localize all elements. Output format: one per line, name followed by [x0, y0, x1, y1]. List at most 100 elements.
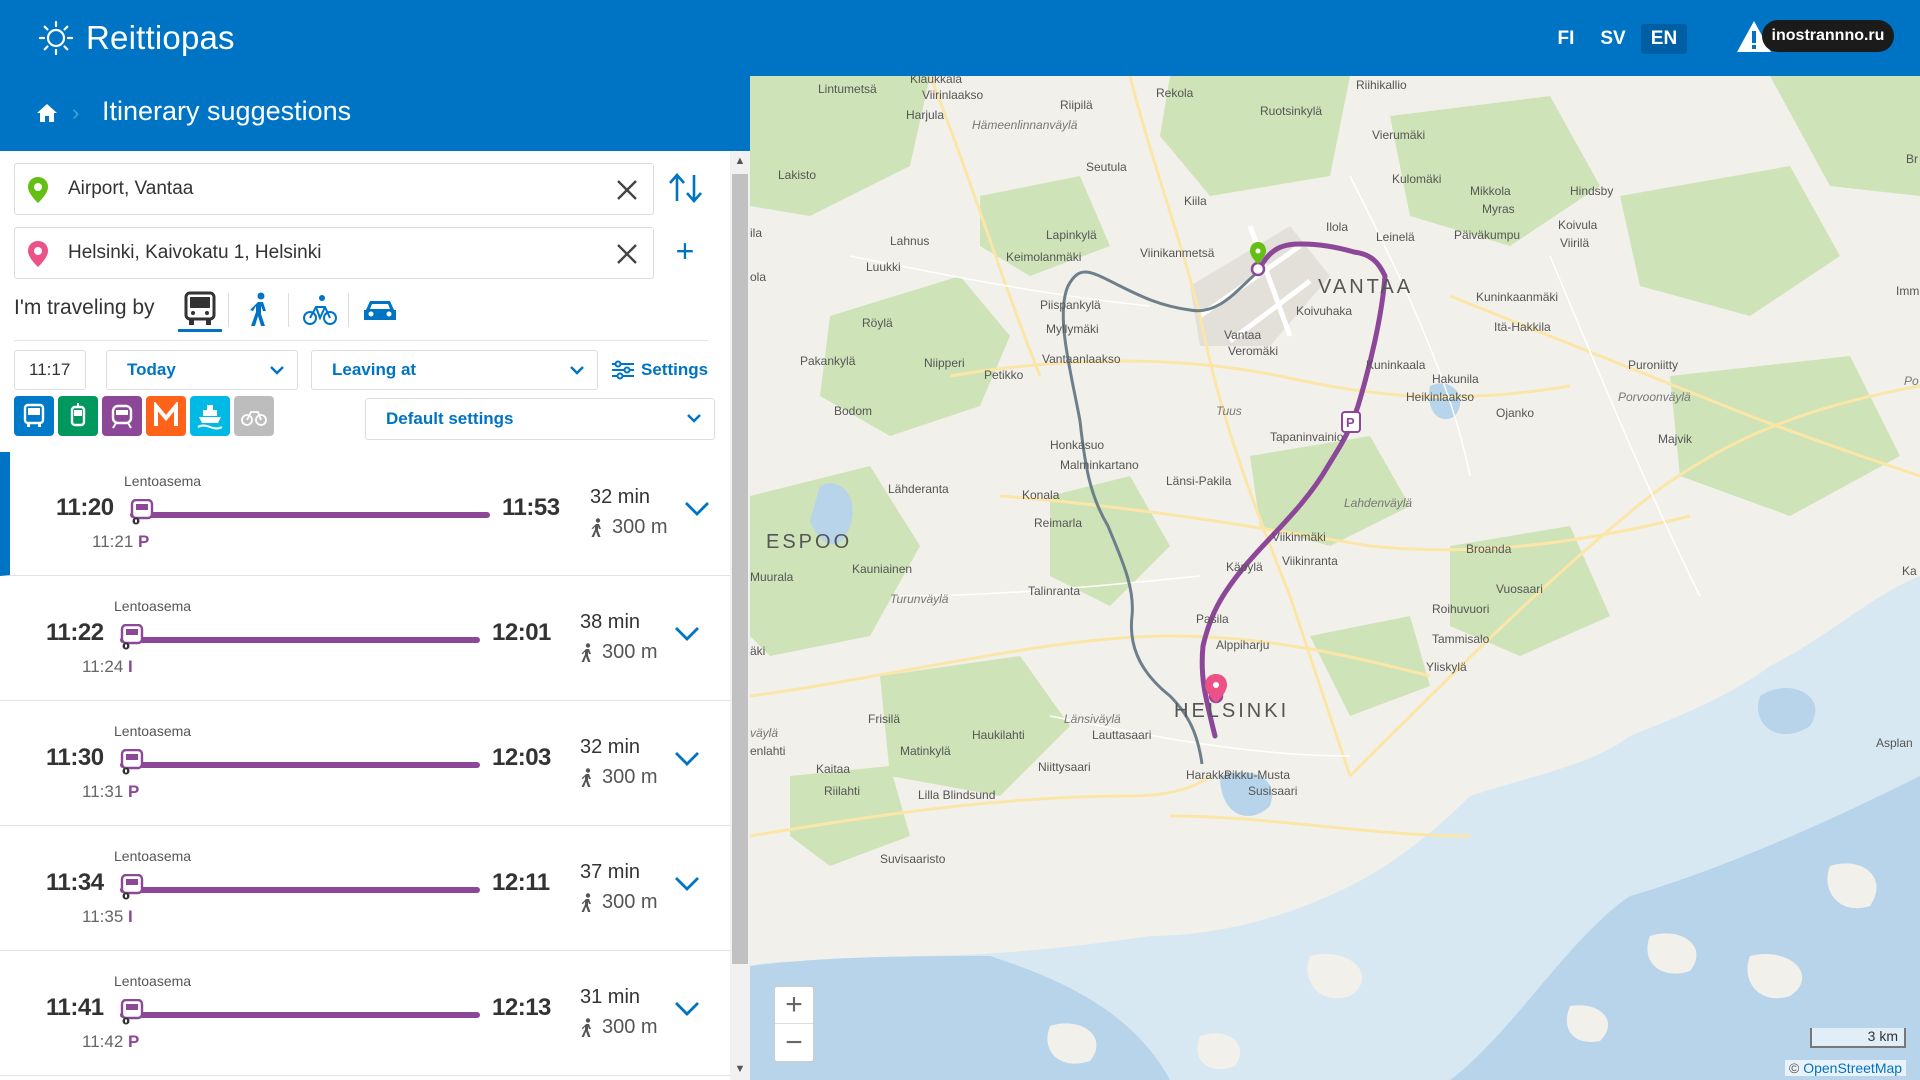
departure-stop: Lentoasema: [124, 473, 202, 489]
app-name: Reittiopas: [86, 19, 235, 56]
departure-mode-select[interactable]: Leaving at: [311, 350, 598, 390]
map-label: Luukki: [866, 260, 901, 274]
sub-time-value: 11:31: [82, 782, 124, 801]
itinerary-row[interactable]: Lentoasema 11:20 11:21 P 11:53 32 min 30…: [0, 452, 730, 576]
filter-citybike-button[interactable]: [234, 396, 274, 436]
map-label: Kuninkaanmäki: [1476, 290, 1559, 304]
map-label: väylä: [750, 726, 779, 740]
walk-distance-value: 300 m: [612, 516, 668, 538]
chevron-down-icon[interactable]: [684, 500, 710, 518]
divider: [14, 340, 708, 341]
add-via-point-icon[interactable]: +: [675, 233, 695, 269]
warning-icon[interactable]: [1735, 18, 1773, 56]
map-label: Petikko: [984, 368, 1024, 382]
swap-icon[interactable]: [666, 171, 706, 205]
walk-icon: [591, 517, 601, 537]
arrival-time: 12:13: [492, 994, 551, 1021]
chevron-down-icon[interactable]: [674, 625, 700, 643]
map-label: Mikkola: [1470, 184, 1511, 198]
filter-bus-button[interactable]: [14, 396, 54, 436]
mode-car-button[interactable]: [358, 288, 402, 332]
map-label: Alppiharju: [1216, 638, 1270, 652]
home-icon[interactable]: [36, 102, 58, 124]
zoom-in-button[interactable]: +: [775, 987, 813, 1024]
filter-metro-button[interactable]: [146, 396, 186, 436]
itinerary-row[interactable]: Lentoasema 11:34 11:35 I 12:11 37 min 30…: [0, 827, 730, 951]
travel-mode-label: I'm traveling by: [14, 296, 155, 319]
map-label: Honkasuo: [1050, 438, 1105, 452]
default-settings-select[interactable]: Default settings: [365, 398, 715, 440]
map-label: Kulomäki: [1392, 172, 1442, 186]
departure-stop: Lentoasema: [114, 598, 192, 614]
filter-train-button[interactable]: [102, 396, 142, 436]
route-leg-bar: [120, 887, 480, 893]
breadcrumb-chevron-icon: ›: [72, 100, 80, 125]
svg-text:P: P: [1346, 415, 1355, 430]
map-label: Koivula: [1558, 218, 1598, 232]
app-logo[interactable]: Reittiopas: [38, 18, 235, 58]
day-select-value: Today: [127, 360, 176, 379]
time-input[interactable]: 11:17: [14, 350, 86, 390]
map-label: Itä-Hakkila: [1494, 320, 1551, 334]
bus-leg-icon: [130, 499, 154, 525]
departure-time: 11:22: [46, 619, 104, 646]
departure-sub-time: 11:24 I: [82, 657, 133, 677]
map-label: Roihuvuori: [1432, 602, 1490, 616]
map-label-vantaa: VANTAA: [1318, 276, 1414, 298]
itinerary-row[interactable]: Lentoasema 11:30 11:31 P 12:03 32 min 30…: [0, 702, 730, 826]
scroll-up-icon[interactable]: ▲: [734, 155, 746, 167]
chevron-down-icon: [270, 366, 284, 375]
map-label: ola: [750, 270, 767, 284]
duration: 31 min: [580, 986, 641, 1008]
zoom-out-button[interactable]: −: [785, 1026, 803, 1059]
itinerary-row[interactable]: Lentoasema 11:41 11:42 P 12:13 31 min 30…: [0, 952, 730, 1076]
car-icon: [364, 301, 396, 320]
mode-bike-button[interactable]: [298, 288, 342, 332]
scrollbar-thumb[interactable]: [732, 174, 748, 964]
settings-button[interactable]: Settings: [611, 356, 708, 384]
map-label: Ruotsinkylä: [1260, 104, 1323, 118]
bus-leg-icon: [120, 999, 144, 1025]
origin-field[interactable]: Airport, Vantaa: [14, 163, 654, 215]
route-leg-bar: [120, 762, 480, 768]
day-select[interactable]: Today: [106, 350, 298, 390]
lang-sv[interactable]: SV: [1600, 28, 1626, 49]
mode-bus-button[interactable]: [178, 288, 222, 332]
chevron-down-icon[interactable]: [674, 750, 700, 768]
lang-fi[interactable]: FI: [1557, 28, 1575, 49]
sub-time-value: 11:42: [82, 1032, 124, 1051]
chevron-down-icon[interactable]: [674, 875, 700, 893]
duration: 38 min: [580, 611, 641, 633]
route-map[interactable]: P ESPOO VANTAA HELSINKI Lintumetsä Klauk…: [750, 76, 1920, 1080]
map-label: Veromäki: [1228, 344, 1279, 358]
settings-label: Settings: [641, 360, 709, 379]
map-label: Päiväkumpu: [1454, 228, 1521, 242]
map-label: Myllymäki: [1046, 322, 1099, 336]
walk-distance: 300 m: [580, 766, 658, 789]
filter-tram-button[interactable]: [58, 396, 98, 436]
map-label: Ojanko: [1496, 406, 1535, 420]
map-label: Yliskylä: [1426, 660, 1467, 674]
zoom-control: + −: [774, 986, 814, 1062]
chevron-down-icon[interactable]: [674, 1000, 700, 1018]
map-label: Niipperi: [924, 356, 965, 370]
clear-origin-icon[interactable]: [615, 178, 639, 202]
bus-icon: [184, 291, 216, 325]
bus-leg-icon: [120, 874, 144, 900]
ferry-icon: [197, 405, 223, 430]
destination-field[interactable]: Helsinki, Kaivokatu 1, Helsinki: [14, 227, 654, 279]
filter-ferry-button[interactable]: [190, 396, 230, 436]
map-label: Niittysaari: [1038, 760, 1091, 774]
mode-walk-button[interactable]: [238, 288, 282, 332]
top-bar: Reittiopas FI SV EN inostrannno.ru: [0, 0, 1920, 76]
bus-leg-icon: [120, 749, 144, 775]
mode-divider: [348, 293, 349, 327]
itinerary-row[interactable]: Lentoasema 11:22 11:24 I 12:01 38 min 30…: [0, 577, 730, 701]
clear-destination-icon[interactable]: [615, 242, 639, 266]
lang-en[interactable]: EN: [1641, 24, 1687, 54]
departure-stop: Lentoasema: [114, 973, 192, 989]
platform-tag: I: [128, 657, 133, 676]
map-label: Leinelä: [1376, 230, 1415, 244]
osm-link[interactable]: OpenStreetMap: [1803, 1060, 1903, 1076]
scroll-down-icon[interactable]: ▼: [734, 1063, 746, 1075]
